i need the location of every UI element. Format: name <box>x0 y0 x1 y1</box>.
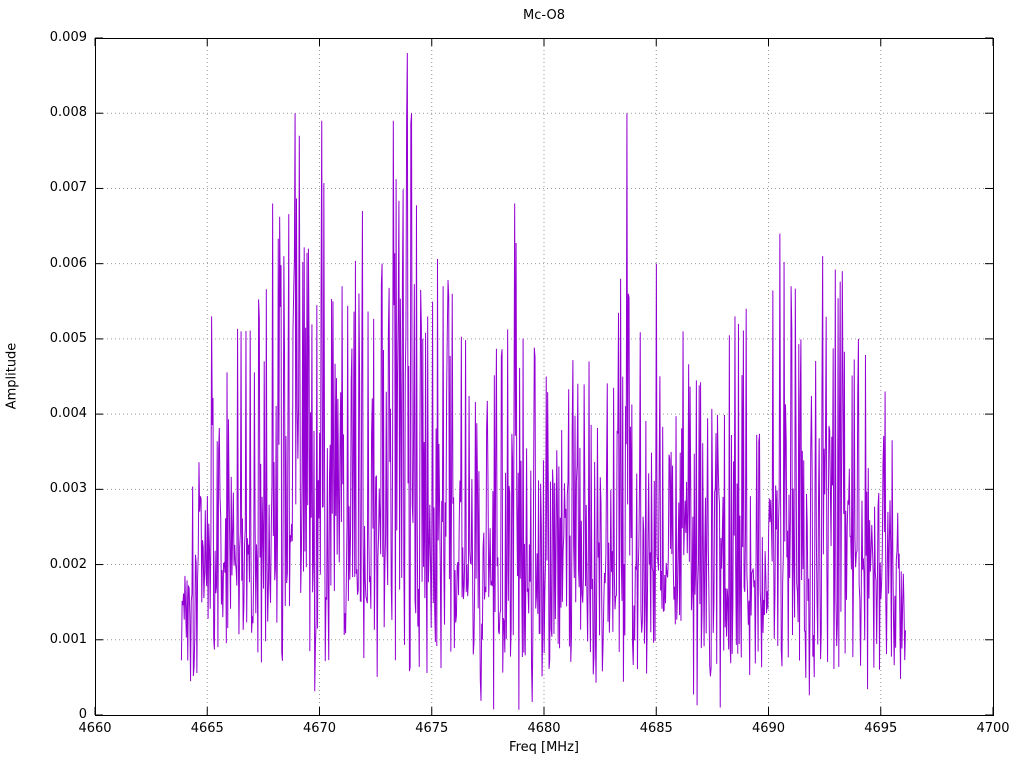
x-tick-label: 4665 <box>190 721 224 736</box>
plot-border <box>95 38 994 716</box>
y-axis-label: Amplitude <box>4 342 20 410</box>
x-tick-label: 4675 <box>415 721 449 736</box>
y-tick-label: 0.009 <box>49 30 87 45</box>
x-tick-label: 4690 <box>751 721 786 736</box>
data-series <box>180 53 906 710</box>
y-tick-label: 0 <box>78 707 87 722</box>
x-tick-label: 4680 <box>527 721 561 736</box>
y-tick-label: 0.005 <box>49 330 87 346</box>
y-tick-label: 0.003 <box>49 481 87 497</box>
x-tick-label: 4700 <box>976 721 1010 736</box>
x-tick-label: 4695 <box>864 721 898 736</box>
y-tick-label: 0.004 <box>49 406 87 422</box>
y-tick-label: 0.008 <box>49 105 87 121</box>
x-tick-label: 4660 <box>78 721 112 736</box>
x-tick-label: 4670 <box>302 721 337 736</box>
x-axis-label: Freq [MHz] <box>509 740 579 755</box>
y-tick-label: 0.007 <box>49 180 87 196</box>
y-tick-label: 0.002 <box>49 556 87 572</box>
chart-title: Mc-O8 <box>523 8 565 23</box>
x-tick-label: 4685 <box>639 721 673 736</box>
y-tick-label: 0.006 <box>49 255 87 271</box>
y-tick-label: 0.001 <box>49 631 87 647</box>
